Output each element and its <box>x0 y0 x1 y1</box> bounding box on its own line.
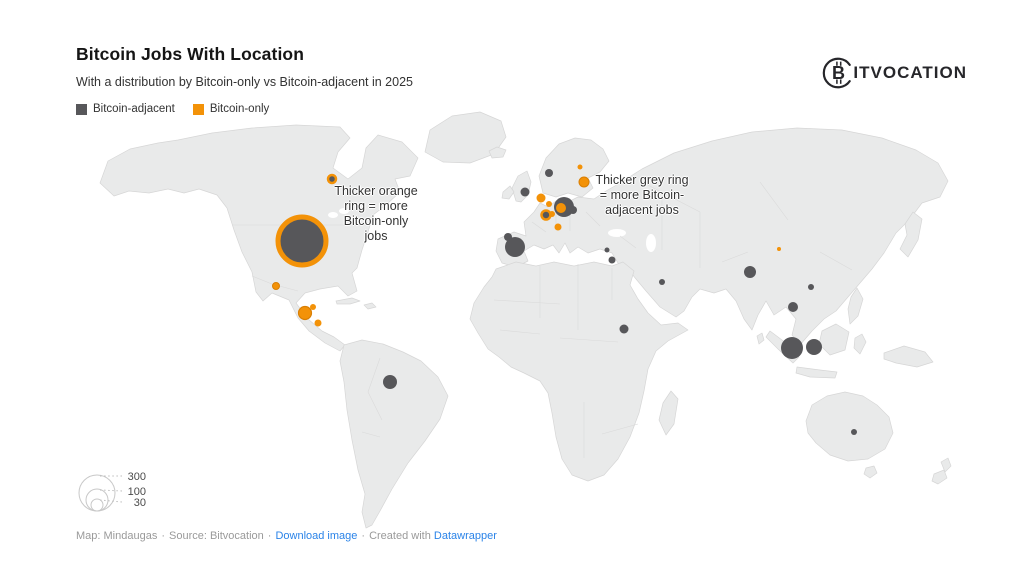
only-swatch-icon <box>192 103 204 115</box>
landmass-japan <box>899 211 923 258</box>
download-image-link[interactable]: Download image <box>275 530 358 542</box>
legend-label-only: Bitcoin-only <box>209 103 270 115</box>
bubble-layer <box>272 164 857 435</box>
map-bubble-oslo[interactable] <box>545 169 553 177</box>
bitvocation-logo: B ITVOCATION <box>820 54 967 92</box>
map-bubble-lisbon[interactable] <box>505 237 525 257</box>
map-bubble-berlin-only[interactable] <box>556 203 566 213</box>
color-legend: Bitcoin-adjacent Bitcoin-only <box>76 103 413 115</box>
legend-label-adjacent: Bitcoin-adjacent <box>93 103 175 115</box>
landmass-uk <box>511 170 532 203</box>
map-bubble-vienna[interactable] <box>569 206 577 214</box>
landmass-madagascar <box>658 390 679 436</box>
header: Bitcoin Jobs With Location With a distri… <box>76 44 413 115</box>
map-bubble-singapore[interactable] <box>781 337 803 359</box>
map-bubble-porto[interactable] <box>504 233 512 241</box>
map-bubble-stockholm[interactable] <box>577 164 583 170</box>
landmass-iceland <box>488 146 507 159</box>
landmass-sulawesi <box>853 333 867 355</box>
landmass-new-zealand-north <box>940 457 952 473</box>
map-credit: Map: Mindaugas <box>76 530 158 542</box>
map-bubble-china-inland[interactable] <box>777 247 781 251</box>
size-legend-label: 100 <box>128 486 146 498</box>
map-bubble-el-salvador[interactable] <box>297 305 313 321</box>
landmass-new-guinea <box>883 345 934 368</box>
bitcoin-b-icon: B <box>823 57 852 89</box>
map-bubble-zurich[interactable] <box>540 209 552 221</box>
adjacent-swatch-icon <box>76 103 87 115</box>
landmass-borneo <box>818 323 850 356</box>
map-bubble-cyprus[interactable] <box>604 247 610 253</box>
map-bubble-usa[interactable] <box>275 214 329 268</box>
datawrapper-link[interactable]: Datawrapper <box>433 530 497 542</box>
map-bubble-mexico-city[interactable] <box>272 282 280 290</box>
map-bubble-brussels[interactable] <box>546 201 552 207</box>
size-legend-circle-300 <box>78 474 116 512</box>
separator: · <box>361 530 366 542</box>
size-legend-circle-30 <box>90 498 104 512</box>
svg-text:B: B <box>832 63 845 83</box>
map-bubble-jakarta[interactable] <box>806 339 822 355</box>
landmass-new-zealand-south <box>931 469 948 485</box>
separator: · <box>267 530 272 542</box>
map-bubble-north-india[interactable] <box>744 266 756 278</box>
map-bubble-costa-rica[interactable] <box>314 319 322 327</box>
map-bubble-australia[interactable] <box>851 429 857 435</box>
landmass-south-america <box>339 339 449 529</box>
footer-credits: Map: Mindaugas · Source: Bitvocation · Downl… <box>76 530 497 542</box>
landmass-hispaniola <box>363 302 377 310</box>
great-lake-icon <box>339 208 349 214</box>
created-with-text: Created with <box>369 530 431 542</box>
map-bubble-brazil[interactable] <box>383 375 397 389</box>
legend-item-bitcoin-adjacent: Bitcoin-adjacent <box>76 103 175 115</box>
map-bubble-dubai[interactable] <box>659 279 665 285</box>
landmass-eurasia <box>495 127 949 346</box>
landmass-ireland <box>501 185 515 200</box>
landmass-north-america <box>99 124 419 352</box>
continents <box>99 111 952 529</box>
map-bubble-baltics[interactable] <box>578 176 590 188</box>
source-credit: Source: Bitvocation <box>169 530 264 542</box>
map-bubble-tel-aviv[interactable] <box>608 256 616 264</box>
map-bubble-munich[interactable] <box>549 211 555 217</box>
legend-item-bitcoin-only: Bitcoin-only <box>192 103 270 115</box>
map-bubble-milan[interactable] <box>554 223 562 231</box>
size-legend-leader <box>99 499 123 503</box>
landmass-sri-lanka <box>756 332 765 345</box>
landmass-greenland <box>424 111 507 164</box>
size-legend-label: 300 <box>128 471 146 483</box>
landmass-tasmania <box>863 465 878 479</box>
great-lake-icon <box>328 212 338 218</box>
map-bubble-london[interactable] <box>520 187 530 197</box>
page-title: Bitcoin Jobs With Location <box>76 44 304 64</box>
lakes-and-seas <box>328 208 656 252</box>
landmass-java <box>795 366 838 379</box>
landmass-philippines <box>847 287 864 325</box>
country-borders <box>232 180 853 458</box>
separator: · <box>161 530 165 542</box>
annotation-orange-ring: Thicker orange ring = more Bitcoin-only job… <box>334 184 418 243</box>
map-bubble-hong-kong[interactable] <box>808 284 814 290</box>
black-sea <box>608 229 626 237</box>
size-legend-label: 30 <box>134 497 146 509</box>
caspian-sea <box>646 234 656 252</box>
landmass-australia <box>805 391 894 462</box>
annotation-grey-ring: Thicker grey ring = more Bitcoin-adjacent… <box>595 173 689 217</box>
map-bubble-canada[interactable] <box>326 173 338 185</box>
landmass-scandinavia <box>538 137 610 198</box>
map-bubble-honduras[interactable] <box>310 304 316 310</box>
logo-text: ITVOCATION <box>853 63 967 82</box>
landmass-cuba <box>335 297 361 305</box>
subtitle: With a distribution by Bitcoin-only vs B… <box>76 75 413 89</box>
map-bubble-addis-ababa[interactable] <box>619 324 629 334</box>
map-bubble-ho-chi-minh[interactable] <box>788 302 798 312</box>
map-bubble-amsterdam[interactable] <box>536 193 546 203</box>
great-lake-icon <box>349 216 357 222</box>
